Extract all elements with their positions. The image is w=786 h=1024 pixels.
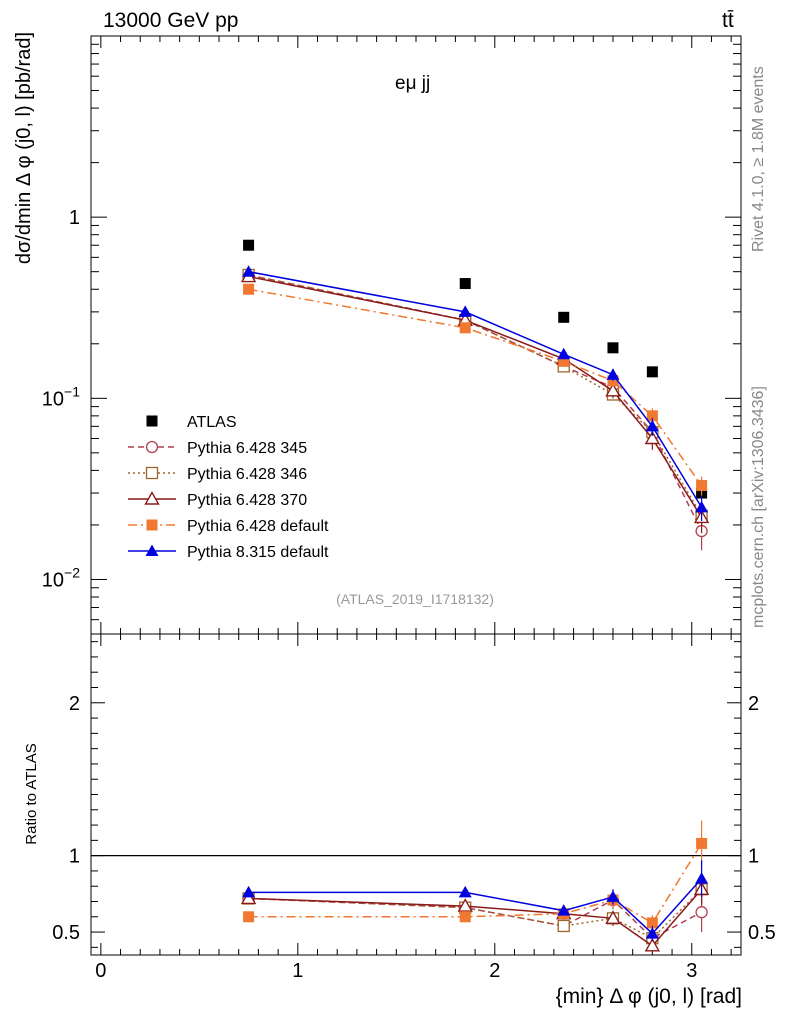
ratio-line-p370 (248, 888, 703, 947)
x-tick-label: 0 (95, 960, 106, 982)
series-line-p346 (248, 274, 703, 517)
main-data-layer (240, 239, 710, 551)
ratio-line-p346 (248, 888, 703, 940)
energy-label: 13000 GeV pp (103, 9, 238, 32)
y-tick-label: 10−2 (42, 564, 80, 591)
y-tick-label: 1 (69, 846, 80, 868)
legend-marker-p6def (146, 519, 158, 531)
legend-label: Pythia 6.428 default (187, 518, 329, 535)
ratio-point-p8def (458, 885, 472, 898)
ratio-point-p6def (646, 917, 658, 929)
data-point-p6def (696, 480, 708, 492)
series-line-p6def (248, 288, 703, 486)
data-point-p8def (695, 500, 709, 513)
main-title: eμ jj (395, 73, 430, 94)
ratio-point-p6def (459, 911, 471, 923)
main-axis-ticks (91, 35, 741, 635)
y-tick-label: 10−1 (42, 383, 80, 410)
series-line-p370 (248, 275, 703, 518)
y-tick-label: 1 (69, 207, 80, 229)
x-tick-label: 1 (292, 960, 303, 982)
rivet-label: Rivet 4.1.0, ≥ 1.8M events (750, 66, 767, 252)
ratio-point-p8def (606, 890, 620, 902)
ratio-point-p370 (457, 898, 473, 912)
legend-marker-p345 (145, 440, 159, 454)
data-point-atlas (558, 311, 570, 323)
ratio-line-p8def (248, 878, 703, 935)
legend-marker-p346 (145, 466, 159, 480)
y-tick-label-right: 1 (748, 846, 759, 868)
y-tick-label-right: 2 (748, 693, 759, 715)
y-tick-label-right: 0.5 (748, 922, 776, 944)
data-point-atlas (646, 366, 658, 378)
ratio-point-p370 (240, 890, 257, 905)
ratio-point-p346 (557, 919, 570, 933)
x-tick-label: 2 (489, 960, 500, 982)
data-point-p6def (558, 355, 570, 367)
x-tick-label: 3 (686, 960, 697, 982)
y-tick-label: 2 (69, 693, 80, 715)
y-tick-label: 0.5 (52, 922, 80, 944)
series-line-p8def (248, 270, 703, 508)
data-point-p8def (606, 368, 620, 380)
data-point-p8def (557, 347, 571, 360)
legend-label: Pythia 6.428 345 (187, 440, 307, 457)
ratio-point-p6def (696, 837, 708, 849)
mcplots-label: mcplots.cern.ch [arXiv:1306.3436] (750, 386, 767, 628)
x-axis-label: {min} Δ φ (j0, l) [rad] (556, 985, 742, 1008)
ratio-y-axis-label: Ratio to ATLAS (23, 743, 40, 844)
ratio-plot-frame (90, 633, 742, 956)
data-point-p370 (644, 430, 661, 445)
ratio-point-p8def (242, 885, 256, 898)
ratio-point-p6def (243, 911, 255, 923)
ratio-point-p8def (645, 927, 659, 939)
legend-label: Pythia 8.315 default (187, 544, 329, 561)
data-point-p370 (605, 382, 621, 397)
watermark: (ATLAS_2019_I1718132) (336, 591, 494, 607)
x-tick-labels: 0 1 2 3 (95, 960, 697, 982)
data-point-p6def (646, 410, 658, 422)
legend-marker-atlas (146, 415, 158, 427)
legend-label: Pythia 6.428 346 (187, 466, 307, 483)
ratio-point-p8def (557, 904, 571, 916)
legend: ATLAS Pythia 6.428 345 Pythia 6.428 346 Pyt… (128, 414, 329, 561)
data-point-p6def (459, 322, 471, 334)
ratio-point-p370 (644, 937, 661, 952)
ratio-point-p8def (695, 872, 709, 884)
ratio-y-tick-labels: 0.5 0.5 1 1 2 2 (52, 693, 776, 944)
data-point-atlas (243, 239, 255, 251)
legend-label: Pythia 6.428 370 (187, 492, 307, 509)
ratio-point-p370 (605, 910, 621, 925)
main-y-tick-labels: 10−2 10−1 1 (42, 207, 80, 591)
ratio-axis-ticks (91, 634, 741, 955)
data-point-atlas (607, 342, 619, 354)
ratio-point-p345 (695, 906, 708, 919)
data-point-p8def (645, 419, 659, 432)
legend-marker-p370 (144, 491, 160, 505)
legend-marker-p8def (145, 544, 159, 556)
data-point-atlas (459, 278, 471, 290)
data-point-p6def (243, 283, 255, 295)
legend-label: ATLAS (187, 414, 237, 431)
ratio-data-layer (240, 820, 710, 954)
data-point-p8def (242, 265, 256, 277)
process-label: tt̄ (722, 9, 734, 32)
data-point-p8def (458, 305, 472, 317)
main-y-axis-label: dσ/dmin Δ φ (j0, l) [pb/rad] (13, 32, 35, 264)
